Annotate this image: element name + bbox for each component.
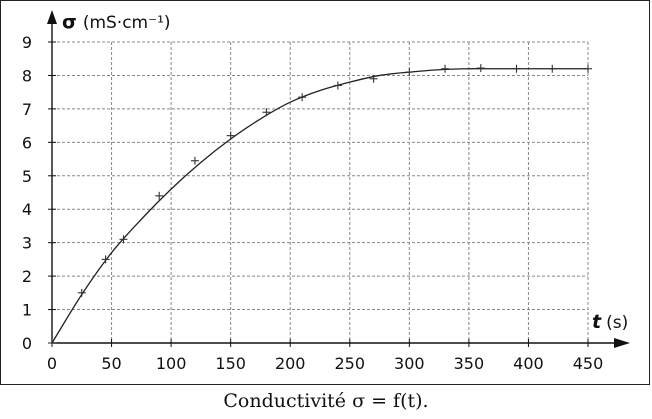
y-tick-label: 3 xyxy=(22,234,32,253)
x-tick-label: 300 xyxy=(394,354,425,373)
data-point xyxy=(405,68,414,77)
data-points xyxy=(48,64,592,347)
x-tick-label: 100 xyxy=(156,354,187,373)
data-point xyxy=(548,64,557,73)
chart-frame xyxy=(0,0,650,385)
x-tick-labels: 0 50 100 150 200 250 300 350 400 450 xyxy=(47,354,603,373)
axes xyxy=(47,10,630,348)
data-point xyxy=(48,339,56,347)
data-point xyxy=(584,64,592,73)
data-point xyxy=(512,64,521,73)
y-tick-label: 9 xyxy=(22,33,32,52)
x-axis-arrow xyxy=(614,338,630,348)
conductivity-curve xyxy=(51,68,588,344)
figure-caption: Conductivité σ = f(t). xyxy=(223,390,429,412)
y-tick-label: 6 xyxy=(22,133,32,152)
y-tick-label: 8 xyxy=(22,66,32,85)
data-point xyxy=(190,156,199,165)
data-point xyxy=(77,288,86,297)
y-axis-symbol: σ xyxy=(62,11,77,33)
x-axis-unit: (s) xyxy=(606,313,628,333)
x-tick-label: 50 xyxy=(101,354,121,373)
y-tick-label: 7 xyxy=(22,100,32,119)
y-tick-label: 5 xyxy=(22,167,32,186)
x-tick-label: 150 xyxy=(215,354,246,373)
data-point xyxy=(298,93,307,102)
grid xyxy=(52,41,589,343)
data-point xyxy=(155,191,164,200)
y-tick-label: 2 xyxy=(22,267,32,286)
y-tick-labels: 0 1 2 3 4 5 6 7 8 9 xyxy=(22,33,32,353)
conductivity-chart: 0 50 100 150 200 250 300 350 400 450 0 1 2 3 4 5 6 7 8 9 σ… xyxy=(22,10,630,373)
y-tick-label: 1 xyxy=(22,301,32,320)
x-tick-label: 0 xyxy=(47,354,57,373)
x-tick-label: 250 xyxy=(335,354,366,373)
x-tick-label: 400 xyxy=(513,354,544,373)
y-axis-arrow xyxy=(47,10,57,24)
data-point xyxy=(119,235,128,244)
data-point xyxy=(226,131,235,140)
data-point xyxy=(476,64,485,73)
x-axis-title: t (s) xyxy=(592,311,628,333)
y-axis-unit: (mS·cm⁻¹) xyxy=(83,13,171,33)
data-point xyxy=(262,108,271,117)
data-point xyxy=(333,81,342,90)
y-tick-label: 4 xyxy=(22,200,32,219)
x-tick-label: 450 xyxy=(573,354,604,373)
y-axis-title: σ (mS·cm⁻¹) xyxy=(62,11,171,33)
x-axis-symbol: t xyxy=(592,311,602,333)
y-tick-label: 0 xyxy=(22,334,32,353)
x-tick-label: 350 xyxy=(454,354,485,373)
data-point xyxy=(441,64,450,73)
data-point xyxy=(101,255,110,264)
data-point xyxy=(369,74,378,83)
x-tick-label: 200 xyxy=(275,354,306,373)
